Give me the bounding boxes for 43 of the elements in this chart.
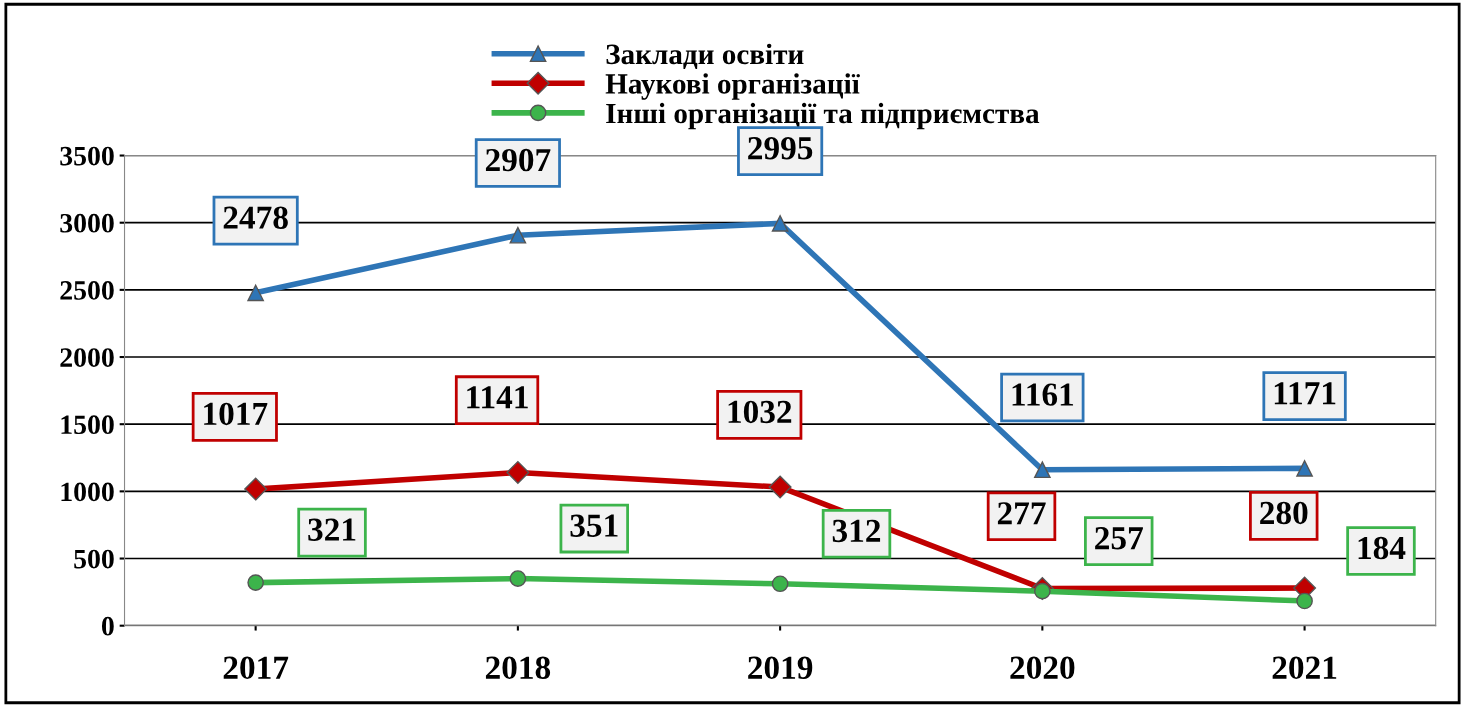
x-tick-label: 2017 (223, 656, 289, 680)
y-tick-label: 3000 (60, 213, 114, 233)
point (771, 575, 789, 593)
point (509, 226, 527, 244)
data-label: 277 (997, 502, 1046, 525)
y-tick-label: 0 (101, 616, 114, 636)
y-tick-label: 1000 (61, 482, 114, 502)
y-tick-label: 2000 (60, 348, 114, 367)
point (247, 284, 264, 302)
data-label: 2907 (485, 148, 551, 172)
data-label: 1141 (467, 386, 528, 409)
data-label: 280 (1260, 501, 1308, 525)
point (1296, 592, 1313, 610)
data-label: 312 (832, 519, 881, 543)
data-label: 1161 (1012, 383, 1074, 406)
data-label: 257 (1095, 527, 1143, 550)
legend-label: Інші організації та підприємства (606, 102, 1040, 130)
point (247, 574, 264, 591)
x-tick-label: 2021 (1272, 656, 1337, 680)
data-label: 1017 (204, 402, 268, 426)
data-label: 2478 (223, 206, 288, 229)
y-tick-label: 500 (74, 549, 114, 569)
data-label: 1171 (1274, 382, 1336, 405)
legend-label: Заклади освіти (606, 43, 804, 69)
data-label: 321 (308, 518, 356, 541)
data-label: 2995 (748, 137, 813, 160)
x-tick-label: 2018 (485, 656, 551, 680)
point (1296, 460, 1313, 477)
point (509, 570, 527, 587)
point (244, 477, 268, 501)
x-tick-label: 2020 (1010, 656, 1075, 680)
point (768, 475, 792, 499)
y-tick-label: 2500 (60, 281, 114, 300)
data-label: 351 (570, 514, 618, 537)
point (506, 460, 530, 484)
data-label: 1032 (728, 400, 792, 424)
x-tick-label: 2019 (748, 656, 813, 680)
legend-label: Наукові організації (605, 73, 860, 100)
point (771, 215, 789, 232)
y-tick-label: 1500 (61, 415, 114, 435)
point (1034, 461, 1051, 479)
y-tick-label: 3500 (60, 146, 114, 166)
data-label: 184 (1358, 536, 1406, 560)
